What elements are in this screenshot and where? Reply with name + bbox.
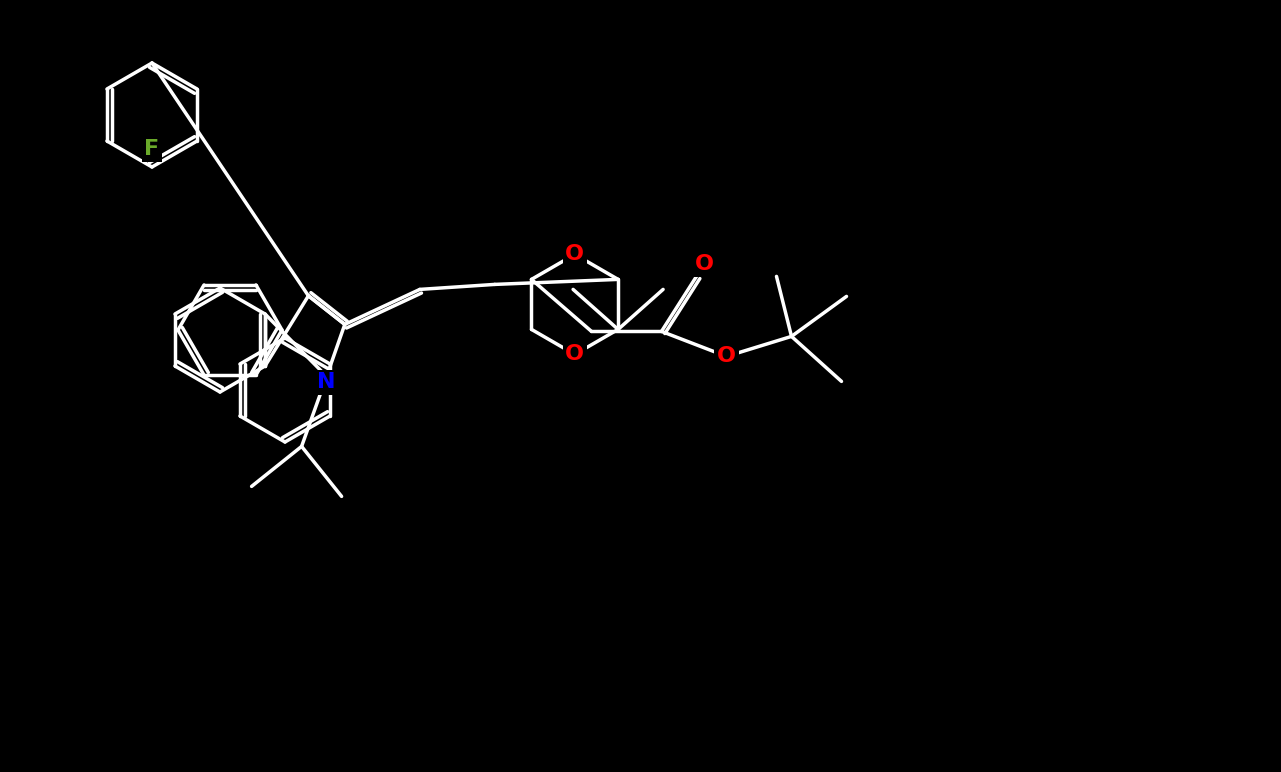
Text: O: O [565,344,584,364]
Text: O: O [696,255,714,274]
Text: O: O [717,347,737,367]
Text: O: O [565,245,584,264]
Text: F: F [145,139,160,159]
Text: N: N [318,372,336,392]
